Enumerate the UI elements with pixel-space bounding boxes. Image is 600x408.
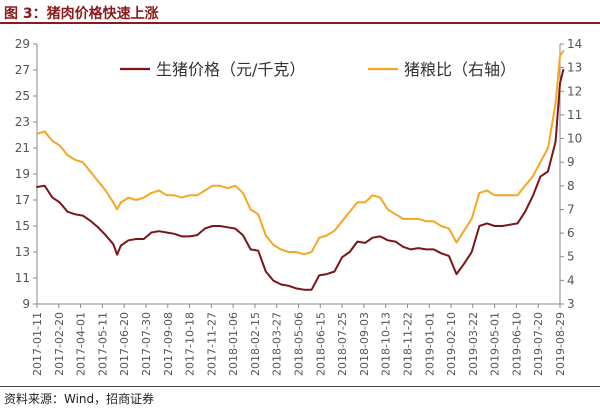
chart-axes bbox=[36, 44, 561, 305]
left-tick-label: 27 bbox=[15, 63, 30, 77]
x-tick-label: 2018-06-15 bbox=[314, 312, 327, 376]
left-tick-label: 25 bbox=[15, 89, 30, 103]
x-tick-label: 2019-01-01 bbox=[423, 312, 436, 376]
x-tick-label: 2017-01-11 bbox=[31, 312, 44, 376]
left-tick-label: 11 bbox=[15, 271, 30, 285]
right-tick-label: 3 bbox=[567, 297, 575, 311]
x-tick-label: 2017-11-27 bbox=[205, 312, 218, 376]
x-tick-label: 2017-02-20 bbox=[53, 312, 66, 376]
left-tick-label: 19 bbox=[15, 167, 30, 181]
right-axis-ticks: 3 4 5 6 7 8 9 10 11 12 13 14 bbox=[560, 37, 582, 311]
right-tick-label: 6 bbox=[567, 226, 575, 240]
left-tick-label: 9 bbox=[22, 297, 30, 311]
title-rule bbox=[0, 22, 600, 24]
hog-price-line bbox=[36, 69, 565, 291]
right-tick-label: 12 bbox=[567, 84, 582, 98]
x-tick-label: 2017-07-30 bbox=[140, 312, 153, 376]
right-tick-label: 8 bbox=[567, 179, 575, 193]
x-tick-label: 2018-03-27 bbox=[271, 312, 284, 376]
hog-grain-ratio-line bbox=[36, 50, 565, 256]
x-tick-label: 2019-07-20 bbox=[532, 312, 545, 376]
x-tick-label: 2018-01-06 bbox=[227, 312, 240, 376]
right-tick-label: 13 bbox=[567, 61, 582, 75]
x-tick-label: 2018-02-15 bbox=[249, 312, 262, 376]
source-rule bbox=[0, 386, 600, 387]
x-tick-label: 2017-04-01 bbox=[75, 312, 88, 376]
x-tick-label: 2019-02-10 bbox=[445, 312, 458, 376]
figure-header: 图 3：猪肉价格快速上涨 bbox=[0, 0, 600, 22]
x-tick-label: 2019-06-10 bbox=[510, 312, 523, 376]
left-tick-label: 15 bbox=[15, 219, 30, 233]
legend-label-hog-grain-ratio: 猪粮比（右轴） bbox=[404, 60, 516, 79]
right-tick-label: 5 bbox=[567, 250, 575, 264]
x-tick-label: 2017-05-11 bbox=[96, 312, 109, 376]
right-tick-label: 7 bbox=[567, 202, 575, 216]
right-tick-label: 14 bbox=[567, 37, 582, 51]
x-tick-label: 2018-07-25 bbox=[336, 312, 349, 376]
left-axis-ticks: 9 11 13 15 17 19 21 23 25 27 29 bbox=[15, 37, 37, 311]
x-tick-label: 2018-11-22 bbox=[401, 312, 414, 376]
x-tick-label: 2017-06-20 bbox=[118, 312, 131, 376]
right-tick-label: 4 bbox=[567, 273, 575, 287]
right-tick-label: 11 bbox=[567, 108, 582, 122]
figure-title: 图 3：猪肉价格快速上涨 bbox=[4, 6, 159, 22]
source-note: 资料来源：Wind，招商证券 bbox=[4, 392, 155, 406]
left-tick-label: 23 bbox=[15, 115, 30, 129]
chart-legend: 生猪价格（元/千克） 猪粮比（右轴） bbox=[120, 60, 516, 79]
x-tick-label: 2018-10-13 bbox=[380, 312, 393, 376]
x-axis-ticks: 2017-01-11 2017-02-20 2017-04-01 2017-05-11… bbox=[31, 304, 567, 376]
x-tick-label: 2017-10-18 bbox=[184, 312, 197, 376]
x-tick-label: 2019-08-29 bbox=[554, 312, 567, 376]
right-tick-label: 9 bbox=[567, 155, 575, 169]
left-tick-label: 17 bbox=[15, 193, 30, 207]
left-tick-label: 13 bbox=[15, 245, 30, 259]
left-tick-label: 29 bbox=[15, 37, 30, 51]
x-tick-label: 2019-03-22 bbox=[467, 312, 480, 376]
x-tick-label: 2018-05-06 bbox=[293, 312, 306, 376]
right-tick-label: 10 bbox=[567, 132, 582, 146]
x-tick-label: 2019-05-01 bbox=[489, 312, 502, 376]
left-tick-label: 21 bbox=[15, 141, 30, 155]
x-tick-label: 2017-09-08 bbox=[162, 312, 175, 376]
legend-label-hog-price: 生猪价格（元/千克） bbox=[156, 60, 305, 79]
x-tick-label: 2018-09-03 bbox=[358, 312, 371, 376]
series-lines bbox=[36, 50, 565, 291]
